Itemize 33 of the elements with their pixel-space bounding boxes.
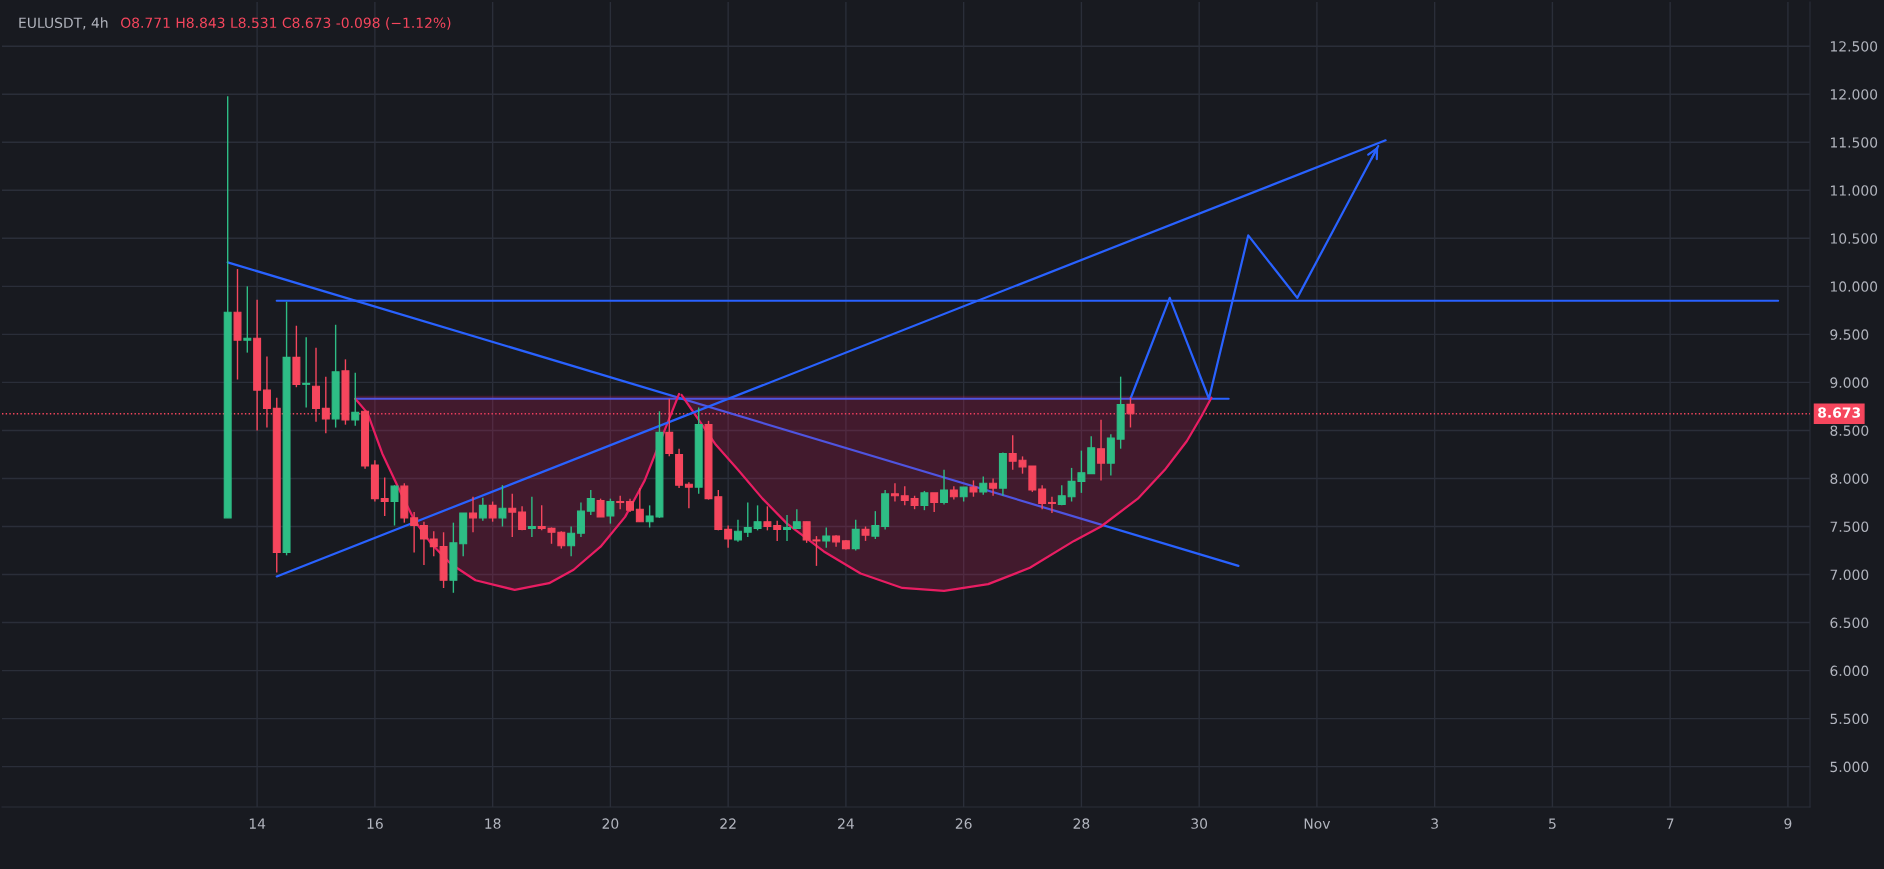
- y-tick-label: 8.500: [1830, 425, 1869, 436]
- y-tick-label: 11.000: [1830, 185, 1878, 196]
- x-tick-label: 14: [249, 818, 266, 829]
- x-tick-label: 30: [1191, 818, 1208, 829]
- y-tick-label: 9.500: [1830, 329, 1869, 340]
- ref-line-label: 8.673: [1818, 407, 1861, 418]
- y-tick-label: 11.500: [1830, 137, 1878, 148]
- x-tick-label: 28: [1073, 818, 1090, 829]
- y-tick-label: 5.500: [1830, 713, 1869, 725]
- y-tick-label: 10.000: [1830, 281, 1878, 292]
- x-tick-label: 26: [955, 818, 972, 829]
- y-tick-label: 7.000: [1830, 569, 1869, 580]
- x-tick-label: 5: [1549, 818, 1556, 829]
- y-tick-label: 6.000: [1830, 665, 1869, 677]
- y-tick-label: 7.500: [1830, 521, 1869, 532]
- x-tick-label: 7: [1666, 818, 1674, 829]
- y-tick-label: 8.000: [1830, 473, 1869, 484]
- y-tick-label: 12.000: [1830, 89, 1878, 100]
- y-tick-label: 6.500: [1830, 617, 1869, 629]
- text: EULUSDT, 4h: [19, 17, 108, 30]
- y-tick-label: 9.000: [1830, 377, 1869, 388]
- y-tick-label: 5.000: [1830, 761, 1869, 773]
- x-tick-label: 9: [1784, 818, 1792, 829]
- x-tick-label: 24: [838, 818, 854, 829]
- x-tick-label: Nov: [1304, 818, 1331, 829]
- x-tick-label: 22: [720, 818, 736, 829]
- x-tick-label: 18: [485, 818, 501, 829]
- x-tick-label: 3: [1431, 818, 1438, 829]
- x-tick-label: 16: [367, 818, 383, 829]
- text: O8.771 H8.843 L8.531 C8.673 -0.098 (−1.12%): [121, 17, 451, 30]
- y-tick-label: 10.500: [1830, 233, 1878, 244]
- y-tick-label: 12.500: [1830, 41, 1878, 52]
- x-tick-label: 20: [602, 818, 619, 829]
